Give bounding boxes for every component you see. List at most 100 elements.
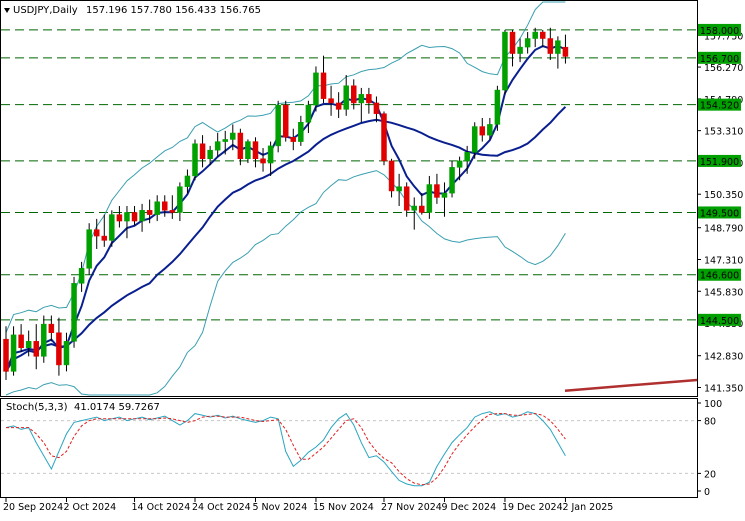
- level-label: 146.600: [700, 271, 739, 282]
- candle-bear: [101, 235, 108, 241]
- candle-bull: [502, 31, 508, 91]
- price-tick-label: 156.270: [704, 63, 743, 74]
- level-label: 151.900: [700, 157, 739, 168]
- level-label-bg: [698, 206, 741, 219]
- date-tick-label: 15 Nov 2024: [313, 502, 374, 513]
- candle-bull: [275, 104, 281, 147]
- level-label-bg: [698, 313, 741, 326]
- bollinger-lower-line: [5, 170, 566, 396]
- ohlc-values: 157.196 157.780 156.433 156.765: [86, 5, 261, 16]
- price-tick-label: 147.310: [704, 255, 743, 266]
- candle-bull: [177, 186, 183, 213]
- candle-bull: [214, 141, 221, 151]
- main-panel-frame: [0, 0, 698, 397]
- candle-bull: [358, 94, 365, 104]
- candle-bull: [517, 46, 523, 54]
- candlesticks: [3, 27, 569, 380]
- candle-bull: [555, 40, 561, 54]
- stochastic-oscillator: [1, 411, 697, 487]
- symbol-triangle-icon: [4, 8, 10, 13]
- candle-bull: [456, 160, 463, 168]
- price-tick-label: 153.310: [704, 127, 743, 138]
- level-label: 154.520: [700, 101, 739, 112]
- candle-bull: [78, 268, 85, 284]
- candle-bull: [426, 184, 433, 213]
- price-tick-label: 148.790: [704, 224, 743, 235]
- level-label-bg: [698, 268, 741, 281]
- candle-bull: [396, 186, 402, 192]
- candle-bear: [252, 141, 259, 160]
- candle-bear: [547, 38, 554, 54]
- candle-bear: [381, 113, 387, 162]
- stoch-tick-label: 100: [704, 399, 722, 410]
- stoch-tick-label: 80: [704, 417, 716, 428]
- candle-bear: [260, 158, 266, 164]
- trend-line-layer: [564, 378, 698, 392]
- date-tick-label: 2 Jan 2025: [562, 502, 613, 513]
- candle-bear: [131, 212, 138, 222]
- candle-bear: [373, 102, 380, 114]
- level-label: 156.700: [700, 54, 739, 65]
- candle-bull: [207, 149, 213, 160]
- level-label-bg: [698, 98, 741, 111]
- candle-bull: [222, 139, 228, 142]
- candle-bull: [267, 145, 274, 164]
- candle-bear: [169, 210, 176, 213]
- stoch-axis: 100 80 20 0: [697, 399, 722, 498]
- stoch-label: Stoch(5,3,3): [6, 402, 68, 413]
- candle-bear: [388, 160, 395, 192]
- price-tick-label: 157.750: [704, 31, 743, 42]
- candle-bull: [109, 214, 115, 241]
- level-labels: 158.000 156.700 154.520 151.900 149.500 146.6…: [698, 23, 741, 327]
- candle-bear: [282, 104, 289, 138]
- level-label: 158.000: [700, 26, 739, 37]
- candle-bull: [305, 104, 312, 123]
- candle-bull: [184, 175, 191, 187]
- stoch-main-line: [5, 411, 566, 487]
- date-tick-label: 19 Dec 2024: [502, 502, 563, 513]
- candle-bull: [298, 122, 304, 142]
- candle-bull: [532, 31, 538, 39]
- header-info: USDJPY,Daily 157.196 157.780 156.433 156…: [4, 5, 261, 16]
- candle-bull: [25, 341, 32, 349]
- candle-bear: [199, 143, 206, 160]
- candle-bull: [192, 143, 198, 177]
- candle-bear: [18, 334, 24, 349]
- date-tick-label: 5 Nov 2024: [252, 502, 307, 513]
- candle-bull: [10, 334, 17, 372]
- stoch-signal-line: [6, 413, 566, 486]
- price-tick-label: 150.350: [704, 190, 743, 201]
- date-tick-label: 9 Dec 2024: [441, 502, 496, 513]
- candle-bear: [146, 210, 153, 215]
- date-axis: 20 Sep 2024 2 Oct 2024 14 Oct 2024 24 Oct 2…: [3, 497, 613, 513]
- candle-bear: [351, 85, 357, 104]
- symbol-label: USDJPY,Daily: [13, 5, 78, 16]
- candle-bear: [237, 132, 244, 160]
- candle-bear: [419, 205, 425, 213]
- candle-bull: [230, 132, 236, 140]
- candle-bull: [139, 210, 145, 222]
- candle-bull: [411, 205, 417, 211]
- level-label: 149.500: [700, 208, 739, 219]
- candle-bear: [48, 323, 55, 333]
- candle-bull: [449, 167, 455, 194]
- date-tick-label: 27 Nov 2024: [381, 502, 442, 513]
- price-tick-label: 142.830: [704, 352, 743, 363]
- candle-bear: [434, 184, 440, 198]
- candle-bull: [71, 283, 77, 342]
- stoch-tick-label: 0: [704, 487, 710, 498]
- candle-bull: [41, 323, 47, 357]
- candle-bear: [162, 201, 168, 211]
- candle-bear: [366, 94, 372, 104]
- candle-bear: [403, 186, 410, 211]
- trend-line: [564, 378, 698, 392]
- candle-bear: [479, 126, 486, 136]
- candle-bull: [245, 141, 251, 160]
- candle-bull: [441, 192, 448, 198]
- candle-bear: [56, 332, 62, 366]
- candle-bull: [86, 229, 92, 269]
- candle-bear: [93, 229, 100, 237]
- candle-bull: [313, 72, 319, 106]
